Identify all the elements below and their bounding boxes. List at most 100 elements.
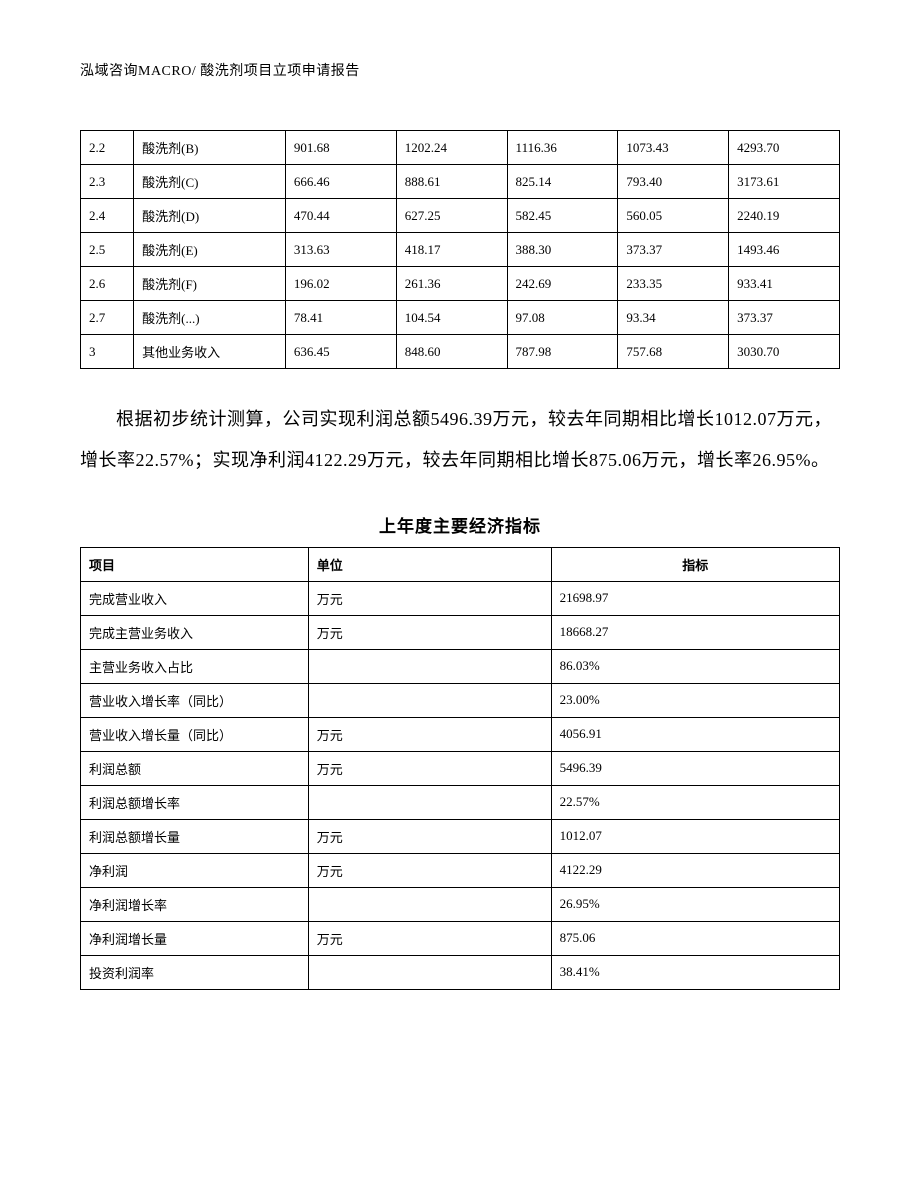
table-cell: 2240.19 xyxy=(729,199,840,233)
table-cell: 万元 xyxy=(308,921,551,955)
table-cell: 完成营业收入 xyxy=(81,581,309,615)
table-cell xyxy=(308,649,551,683)
table-cell: 万元 xyxy=(308,819,551,853)
table-cell: 4293.70 xyxy=(729,131,840,165)
table-cell: 2.5 xyxy=(81,233,134,267)
table-cell: 投资利润率 xyxy=(81,955,309,989)
table-row: 营业收入增长量（同比）万元4056.91 xyxy=(81,717,840,751)
table-cell: 利润总额增长率 xyxy=(81,785,309,819)
table-cell: 22.57% xyxy=(551,785,839,819)
table2-body: 完成营业收入万元21698.97完成主营业务收入万元18668.27主营业务收入… xyxy=(81,581,840,989)
table-cell: 营业收入增长率（同比） xyxy=(81,683,309,717)
table-cell: 酸洗剂(C) xyxy=(134,165,286,199)
table-cell: 901.68 xyxy=(285,131,396,165)
table-cell: 18668.27 xyxy=(551,615,839,649)
table-cell: 313.63 xyxy=(285,233,396,267)
table-row: 3其他业务收入636.45848.60787.98757.683030.70 xyxy=(81,335,840,369)
table-row: 净利润万元4122.29 xyxy=(81,853,840,887)
table-cell: 利润总额增长量 xyxy=(81,819,309,853)
table-cell: 4122.29 xyxy=(551,853,839,887)
table-cell: 38.41% xyxy=(551,955,839,989)
table-cell: 793.40 xyxy=(618,165,729,199)
table-cell: 3173.61 xyxy=(729,165,840,199)
table-cell: 完成主营业务收入 xyxy=(81,615,309,649)
table-cell: 酸洗剂(...) xyxy=(134,301,286,335)
table-cell: 78.41 xyxy=(285,301,396,335)
table-row: 2.5酸洗剂(E)313.63418.17388.30373.371493.46 xyxy=(81,233,840,267)
table-cell: 21698.97 xyxy=(551,581,839,615)
table-cell: 757.68 xyxy=(618,335,729,369)
table-cell: 388.30 xyxy=(507,233,618,267)
table2-header-project: 项目 xyxy=(81,547,309,581)
table-cell: 利润总额 xyxy=(81,751,309,785)
table-row: 2.4酸洗剂(D)470.44627.25582.45560.052240.19 xyxy=(81,199,840,233)
table-row: 营业收入增长率（同比） 23.00% xyxy=(81,683,840,717)
table-cell: 净利润增长量 xyxy=(81,921,309,955)
table-row: 2.6酸洗剂(F)196.02261.36242.69233.35933.41 xyxy=(81,267,840,301)
table-cell xyxy=(308,683,551,717)
table-cell: 净利润 xyxy=(81,853,309,887)
table-cell: 23.00% xyxy=(551,683,839,717)
table-cell: 93.34 xyxy=(618,301,729,335)
table-row: 主营业务收入占比 86.03% xyxy=(81,649,840,683)
table-cell: 104.54 xyxy=(396,301,507,335)
table-row: 投资利润率 38.41% xyxy=(81,955,840,989)
table-cell: 5496.39 xyxy=(551,751,839,785)
table-row: 2.3酸洗剂(C)666.46888.61825.14793.403173.61 xyxy=(81,165,840,199)
table-cell: 97.08 xyxy=(507,301,618,335)
table-cell: 净利润增长率 xyxy=(81,887,309,921)
table-cell: 848.60 xyxy=(396,335,507,369)
table-row: 2.7酸洗剂(...)78.41104.5497.0893.34373.37 xyxy=(81,301,840,335)
table-cell: 万元 xyxy=(308,717,551,751)
table-cell: 470.44 xyxy=(285,199,396,233)
table-cell: 3030.70 xyxy=(729,335,840,369)
table-row: 净利润增长率 26.95% xyxy=(81,887,840,921)
table-cell: 582.45 xyxy=(507,199,618,233)
table-cell: 875.06 xyxy=(551,921,839,955)
table-cell: 933.41 xyxy=(729,267,840,301)
table-cell: 636.45 xyxy=(285,335,396,369)
table-row: 完成主营业务收入万元18668.27 xyxy=(81,615,840,649)
table-cell: 营业收入增长量（同比） xyxy=(81,717,309,751)
table-row: 净利润增长量万元875.06 xyxy=(81,921,840,955)
table-row: 利润总额万元5496.39 xyxy=(81,751,840,785)
table-cell xyxy=(308,887,551,921)
table-cell: 261.36 xyxy=(396,267,507,301)
table-cell: 86.03% xyxy=(551,649,839,683)
table-cell: 242.69 xyxy=(507,267,618,301)
table-cell: 万元 xyxy=(308,751,551,785)
table-cell: 2.3 xyxy=(81,165,134,199)
table-cell: 825.14 xyxy=(507,165,618,199)
table-cell: 373.37 xyxy=(729,301,840,335)
table-cell: 酸洗剂(F) xyxy=(134,267,286,301)
table-cell: 787.98 xyxy=(507,335,618,369)
table-cell: 酸洗剂(E) xyxy=(134,233,286,267)
table-cell: 1493.46 xyxy=(729,233,840,267)
table-cell: 196.02 xyxy=(285,267,396,301)
table-cell: 4056.91 xyxy=(551,717,839,751)
table-cell: 2.7 xyxy=(81,301,134,335)
table-row: 利润总额增长率 22.57% xyxy=(81,785,840,819)
table-cell: 1012.07 xyxy=(551,819,839,853)
table2-title: 上年度主要经济指标 xyxy=(80,512,840,537)
table-cell: 其他业务收入 xyxy=(134,335,286,369)
table2-header-indicator: 指标 xyxy=(551,547,839,581)
product-revenue-table: 2.2酸洗剂(B)901.681202.241116.361073.434293… xyxy=(80,130,840,369)
table-row: 完成营业收入万元21698.97 xyxy=(81,581,840,615)
table-cell: 主营业务收入占比 xyxy=(81,649,309,683)
table-cell: 1116.36 xyxy=(507,131,618,165)
table-cell: 418.17 xyxy=(396,233,507,267)
table-cell: 万元 xyxy=(308,853,551,887)
table-cell: 26.95% xyxy=(551,887,839,921)
table-cell xyxy=(308,955,551,989)
table-cell: 233.35 xyxy=(618,267,729,301)
table-cell: 666.46 xyxy=(285,165,396,199)
table-cell: 560.05 xyxy=(618,199,729,233)
table-cell: 373.37 xyxy=(618,233,729,267)
table-cell: 万元 xyxy=(308,615,551,649)
table-row: 利润总额增长量万元1012.07 xyxy=(81,819,840,853)
table-cell: 1202.24 xyxy=(396,131,507,165)
table-cell: 627.25 xyxy=(396,199,507,233)
table2-header-row: 项目 单位 指标 xyxy=(81,547,840,581)
table2-header-unit: 单位 xyxy=(308,547,551,581)
